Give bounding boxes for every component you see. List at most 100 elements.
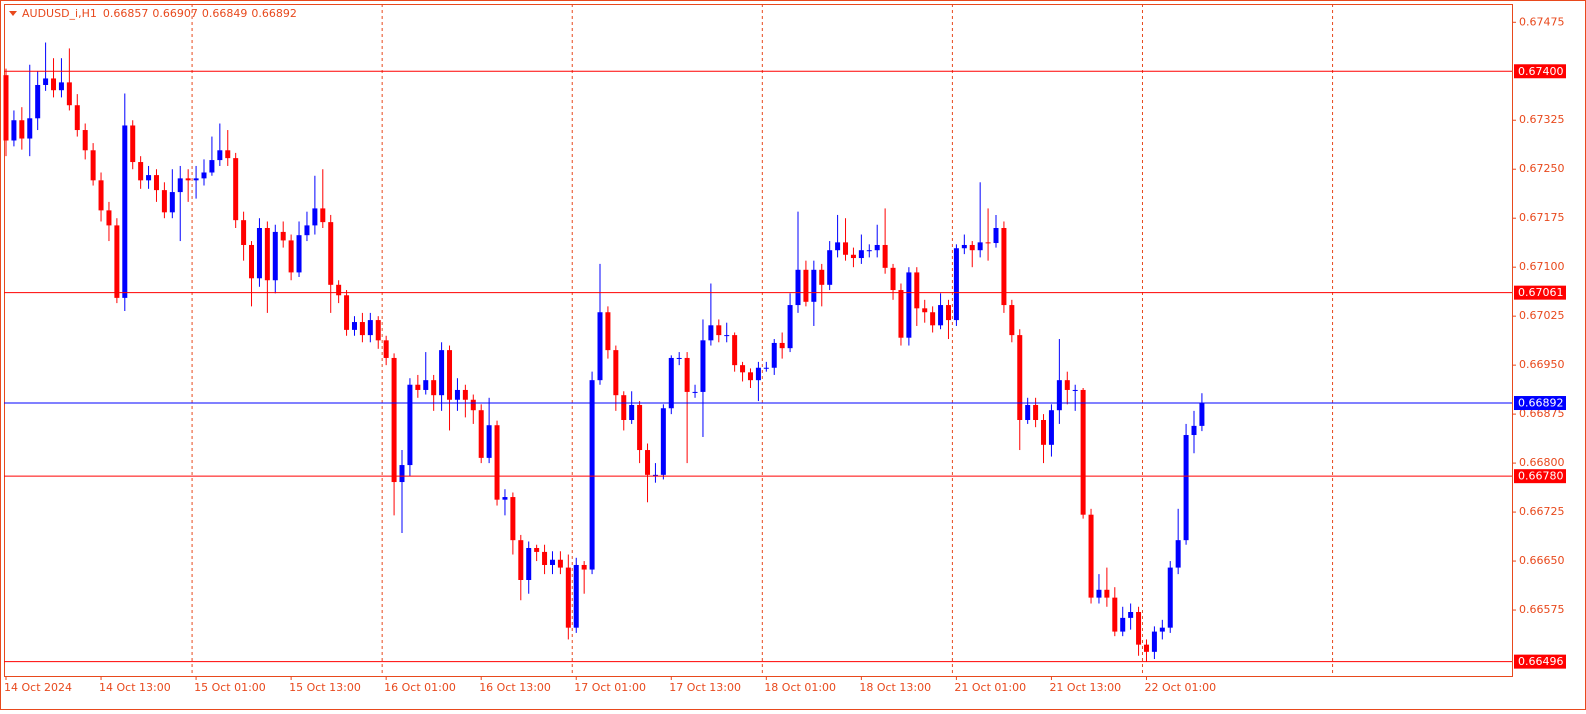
- candle-body: [1112, 597, 1118, 632]
- x-tick-label: 16 Oct 13:00: [479, 681, 551, 694]
- candle-body: [763, 367, 769, 369]
- candle-body: [1080, 389, 1086, 515]
- candle-body: [225, 150, 231, 159]
- level-label-box: [1514, 285, 1566, 300]
- candle-body: [542, 551, 548, 565]
- candle-body: [866, 250, 872, 252]
- candle-body: [90, 150, 96, 181]
- candle-body: [486, 425, 492, 458]
- candle-body: [1096, 589, 1102, 598]
- candle-body: [470, 399, 476, 411]
- candle-body: [993, 228, 999, 244]
- candle-body: [708, 325, 714, 341]
- candle-body: [43, 78, 49, 85]
- candle-body: [589, 380, 595, 570]
- level-label-box: [1514, 654, 1566, 669]
- candle-body: [1183, 435, 1189, 541]
- candle-body: [1191, 425, 1197, 436]
- candle-body: [217, 150, 223, 161]
- header-value: 0.66849: [202, 7, 248, 20]
- candle-body: [858, 250, 864, 259]
- candle-body: [629, 404, 635, 420]
- candle-body: [605, 312, 611, 351]
- candle-body: [74, 105, 80, 131]
- candle-body: [296, 235, 302, 273]
- header-value: 0.66857: [103, 7, 149, 20]
- candle-body: [668, 357, 674, 409]
- candle-body: [890, 267, 896, 291]
- candle-body: [407, 384, 413, 466]
- level-label: 0.67061: [1518, 286, 1564, 299]
- candle-body: [1199, 403, 1205, 426]
- candle-body: [249, 244, 255, 279]
- symbol: AUDUSD_i,H1: [22, 7, 97, 20]
- y-tick-label: 0.67325: [1519, 113, 1565, 126]
- candle-body: [494, 425, 500, 500]
- y-tick-label: 0.66950: [1519, 358, 1565, 371]
- candle-body: [439, 350, 445, 396]
- candle-body: [510, 497, 516, 541]
- candle-body: [1143, 644, 1149, 652]
- candle-body: [1159, 627, 1165, 632]
- candle-body: [51, 78, 57, 91]
- candle-body: [882, 244, 888, 268]
- candle-body: [288, 240, 294, 273]
- candle-body: [795, 269, 801, 306]
- candle-body: [716, 325, 722, 336]
- x-tick-label: 15 Oct 13:00: [289, 681, 361, 694]
- level-label-box: [1514, 469, 1566, 484]
- candle-body: [922, 308, 928, 313]
- candle-body: [1017, 335, 1023, 420]
- candle-body: [82, 130, 88, 151]
- candle-body: [502, 497, 508, 500]
- candle-body: [415, 384, 421, 390]
- candle-body: [526, 548, 532, 580]
- candle-body: [1175, 540, 1181, 568]
- candle-body: [1056, 380, 1062, 411]
- candle-body: [645, 450, 651, 475]
- candle-body: [843, 242, 849, 255]
- candle-body: [1064, 380, 1070, 390]
- candle-body: [1025, 404, 1031, 420]
- candle-body: [684, 357, 690, 392]
- candle-body: [961, 244, 967, 249]
- candle-body: [676, 357, 682, 359]
- candle-body: [201, 172, 207, 179]
- y-tick-label: 0.67025: [1519, 309, 1565, 322]
- candle-body: [787, 305, 793, 349]
- candle-body: [850, 254, 856, 259]
- candle-body: [280, 231, 286, 241]
- candle-body: [383, 340, 389, 358]
- candle-body: [906, 272, 912, 338]
- candle-body: [755, 367, 761, 381]
- x-tick-label: 17 Oct 13:00: [669, 681, 741, 694]
- candle-body: [375, 320, 381, 341]
- candle-body: [811, 269, 817, 302]
- candle-body: [233, 158, 239, 221]
- candle-body: [898, 290, 904, 338]
- candle-body: [98, 180, 104, 211]
- candle-body: [423, 380, 429, 390]
- candle-body: [35, 84, 41, 119]
- candle-body: [272, 231, 278, 281]
- level-label: 0.66780: [1518, 470, 1564, 483]
- x-tick-label: 14 Oct 13:00: [99, 681, 171, 694]
- x-tick-label: 15 Oct 01:00: [194, 681, 266, 694]
- candle-body: [652, 474, 658, 476]
- candle-body: [153, 175, 159, 191]
- x-tick-label: 17 Oct 01:00: [574, 681, 646, 694]
- candle-body: [359, 322, 365, 336]
- candle-body: [351, 322, 357, 330]
- level-label: 0.67400: [1518, 65, 1564, 78]
- candle-body: [803, 269, 809, 302]
- candle-body: [454, 389, 460, 400]
- header-value: 0.66907: [152, 7, 198, 20]
- candle-body: [336, 284, 342, 296]
- candle-body: [518, 540, 524, 580]
- candle-body: [1033, 404, 1039, 420]
- candle-body: [573, 564, 579, 628]
- collapse-arrow[interactable]: [9, 11, 17, 16]
- candle-body: [779, 342, 785, 349]
- candle-body: [66, 82, 72, 106]
